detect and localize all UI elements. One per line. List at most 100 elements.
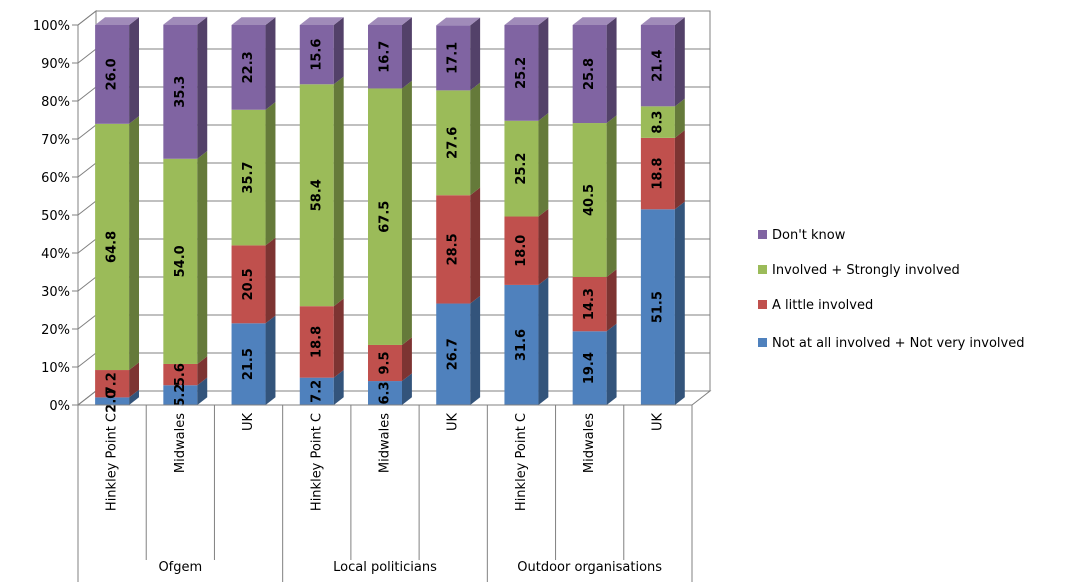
bar-front bbox=[95, 123, 130, 371]
bar-front bbox=[299, 306, 334, 378]
bar-segment bbox=[163, 377, 208, 405]
bar-segment bbox=[163, 16, 208, 159]
bar-side bbox=[402, 80, 412, 345]
bar-front bbox=[368, 344, 402, 382]
bar-front bbox=[572, 123, 607, 277]
bar-front bbox=[299, 25, 334, 85]
data-label: 28.5 bbox=[446, 233, 461, 265]
bar-top bbox=[299, 17, 344, 25]
bar-front bbox=[436, 303, 471, 405]
bar-side bbox=[606, 17, 617, 124]
bar-side bbox=[674, 130, 685, 210]
bar-side bbox=[265, 102, 276, 246]
bar-side bbox=[129, 116, 140, 371]
data-label: 20.5 bbox=[241, 268, 256, 300]
y-tick-label: 80% bbox=[41, 95, 70, 110]
x-category-label: UK bbox=[446, 413, 461, 432]
data-label: 25.8 bbox=[582, 58, 597, 90]
bar-side bbox=[470, 187, 481, 304]
legend-item: A little involved bbox=[758, 298, 873, 313]
bar-front bbox=[95, 25, 130, 124]
bar-front bbox=[231, 109, 266, 246]
bar-segment bbox=[95, 362, 140, 398]
bar-segment bbox=[504, 113, 549, 217]
x-group-label: Local politicians bbox=[333, 560, 437, 575]
data-label: 18.8 bbox=[309, 326, 324, 358]
bar-segment bbox=[299, 298, 344, 378]
bar-front bbox=[572, 276, 607, 332]
data-label: 7.2 bbox=[309, 380, 324, 403]
bar-top bbox=[95, 17, 140, 25]
bar-front bbox=[368, 381, 402, 405]
bar-segment bbox=[368, 80, 412, 345]
data-label: 21.5 bbox=[241, 348, 256, 380]
legend-label: Don't know bbox=[772, 228, 846, 243]
data-label: 15.6 bbox=[309, 39, 324, 71]
bar-side bbox=[402, 337, 412, 382]
bar-side bbox=[265, 237, 276, 324]
data-label: 58.4 bbox=[309, 179, 324, 211]
bar-front bbox=[640, 106, 675, 138]
bar-front bbox=[231, 245, 266, 324]
x-category-label: Hinkley Point C bbox=[105, 413, 120, 511]
y-tick-label: 10% bbox=[41, 361, 70, 376]
bar-front bbox=[163, 385, 198, 405]
bar-segment bbox=[572, 269, 617, 332]
bar-side bbox=[333, 369, 344, 405]
x-group-label: Outdoor organisations bbox=[517, 560, 662, 575]
bar-side bbox=[674, 201, 685, 405]
data-label: 40.5 bbox=[582, 184, 597, 216]
data-label: 35.7 bbox=[241, 162, 256, 194]
bar-front bbox=[572, 331, 607, 405]
bar-top bbox=[163, 16, 208, 25]
bar-front bbox=[231, 25, 266, 110]
data-label: 16.7 bbox=[378, 41, 393, 73]
data-label: 5.6 bbox=[173, 363, 188, 386]
bar-segment bbox=[436, 17, 481, 91]
bar-side bbox=[333, 17, 344, 85]
bar-segment bbox=[640, 201, 685, 405]
legend-label: Not at all involved + Not very involved bbox=[772, 336, 1024, 351]
bar-front bbox=[640, 25, 675, 107]
bar-segment bbox=[95, 116, 140, 371]
bar-front bbox=[163, 158, 198, 364]
bar-front bbox=[163, 24, 198, 159]
bar-top bbox=[504, 17, 549, 25]
bar-segment bbox=[231, 102, 276, 246]
bar-segment bbox=[436, 82, 481, 196]
bar-segment bbox=[504, 17, 549, 121]
bar-side bbox=[606, 115, 617, 277]
bar-side bbox=[538, 277, 549, 405]
bar-segment bbox=[572, 323, 617, 405]
x-group-label: Ofgem bbox=[158, 560, 202, 575]
bar-front bbox=[504, 284, 539, 405]
bar-front bbox=[436, 90, 471, 196]
data-label: 14.3 bbox=[582, 288, 597, 320]
bar-segment bbox=[299, 17, 344, 85]
bar-segment bbox=[368, 373, 412, 405]
bar-side bbox=[197, 151, 208, 364]
x-category-label: Hinkley Point C bbox=[514, 413, 529, 511]
bar-segment bbox=[299, 369, 344, 405]
bar-segment bbox=[299, 76, 344, 307]
x-category-label: UK bbox=[650, 413, 665, 432]
bar-side bbox=[470, 17, 481, 91]
data-label: 6.3 bbox=[378, 382, 393, 405]
data-label: 17.1 bbox=[446, 42, 461, 74]
bar-segment bbox=[163, 151, 208, 364]
bar-front bbox=[504, 120, 539, 217]
data-label: 5.2 bbox=[173, 384, 188, 407]
bar-side bbox=[402, 17, 412, 89]
x-category-label: Hinkley Point C bbox=[309, 413, 324, 511]
bar-segment bbox=[368, 17, 412, 89]
x-axis: Hinkley Point C Midwales UK Hinkley Point C… bbox=[77, 404, 693, 582]
bar-front bbox=[368, 25, 402, 89]
bar-front bbox=[640, 209, 675, 405]
data-label: 54.0 bbox=[173, 245, 188, 277]
x-category-label: Midwales bbox=[378, 413, 393, 473]
bar-front bbox=[163, 363, 198, 386]
bars bbox=[95, 16, 685, 405]
data-label: 22.3 bbox=[241, 51, 256, 83]
legend: Don't know Involved + Strongly involved A … bbox=[758, 228, 1024, 351]
y-tick-label: 30% bbox=[41, 285, 70, 300]
